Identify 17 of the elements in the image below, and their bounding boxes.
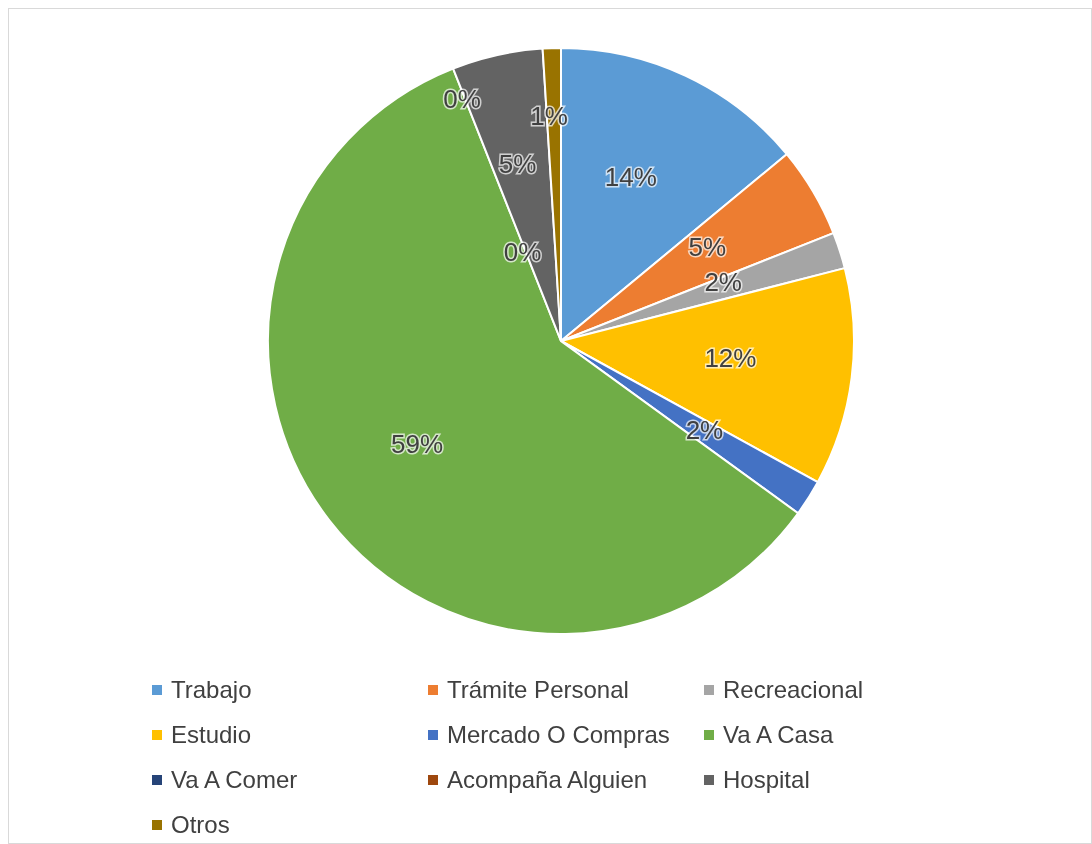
data-label: 14% bbox=[604, 161, 657, 192]
legend-label: Trabajo bbox=[171, 676, 252, 704]
legend-label: Mercado O Compras bbox=[447, 721, 670, 749]
data-label: 5% bbox=[688, 231, 727, 262]
data-label: 1% bbox=[530, 101, 568, 132]
legend-label: Va A Casa bbox=[723, 721, 834, 749]
legend-label: Va A Comer bbox=[171, 766, 298, 794]
data-label: 59% bbox=[391, 428, 444, 459]
legend-label: Acompaña Alguien bbox=[447, 766, 648, 794]
legend-label: Otros bbox=[171, 811, 230, 839]
legend-label: Estudio bbox=[171, 721, 252, 749]
data-label: 2% bbox=[704, 266, 742, 297]
legend-label: Trámite Personal bbox=[447, 676, 629, 704]
legend-label: Recreacional bbox=[723, 676, 864, 704]
legend-label: Hospital bbox=[723, 766, 810, 794]
data-label: 5% bbox=[498, 149, 537, 180]
data-label: 12% bbox=[704, 343, 757, 374]
